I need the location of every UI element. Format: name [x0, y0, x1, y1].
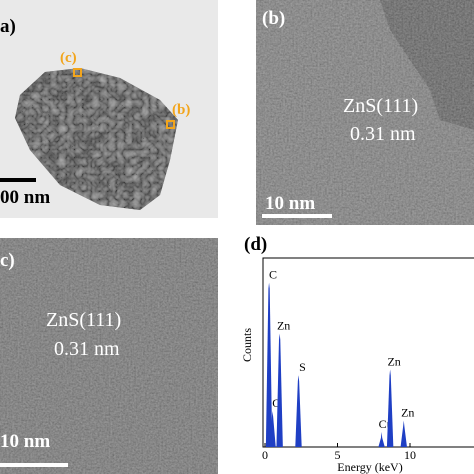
- panel-label: c): [0, 250, 15, 271]
- region-box: [166, 120, 175, 129]
- scale-label: 10 nm: [0, 431, 50, 452]
- lattice-label: ZnS(111): [343, 95, 418, 117]
- panel-b: (b) ZnS(111) 0.31 nm 10 nm: [256, 0, 474, 225]
- peak-label: Zn: [387, 355, 400, 369]
- tem-noise: [0, 238, 218, 474]
- peak-label: Zn: [277, 319, 290, 333]
- peak-label: Zn: [401, 406, 414, 420]
- peak: [378, 431, 385, 447]
- region-box: [73, 68, 82, 77]
- x-tick-label: 5: [335, 448, 341, 462]
- peak-label: C: [269, 268, 277, 282]
- panel-label: a): [0, 16, 16, 37]
- peak: [386, 369, 394, 447]
- panel-label: (d): [244, 234, 267, 255]
- peak-label: O: [272, 396, 281, 410]
- y-axis-label: Counts: [240, 328, 254, 362]
- peak-label: S: [299, 360, 306, 374]
- panel-c: c) ZnS(111) 0.31 nm 10 nm: [0, 238, 218, 474]
- lattice-label: ZnS(111): [46, 309, 121, 331]
- panel-label: (b): [262, 8, 285, 29]
- scale-label: 10 nm: [265, 193, 315, 214]
- spacing-label: 0.31 nm: [54, 338, 120, 360]
- peak: [276, 333, 283, 447]
- spacing-label: 0.31 nm: [350, 123, 416, 145]
- region-label: (c): [60, 50, 77, 66]
- region-label: (b): [172, 102, 190, 118]
- plot-frame: [262, 257, 474, 448]
- x-tick-label: 10: [404, 448, 416, 462]
- x-axis-label: Energy (keV): [337, 460, 402, 474]
- peak: [265, 282, 273, 447]
- peak: [295, 375, 302, 447]
- tem-noise: [256, 0, 474, 225]
- x-tick-label: 0: [262, 448, 268, 462]
- peak: [400, 420, 407, 447]
- scale-label: 00 nm: [0, 187, 50, 208]
- panel-a: a) (c) (b) 00 nm: [0, 0, 218, 218]
- peak: [269, 411, 276, 447]
